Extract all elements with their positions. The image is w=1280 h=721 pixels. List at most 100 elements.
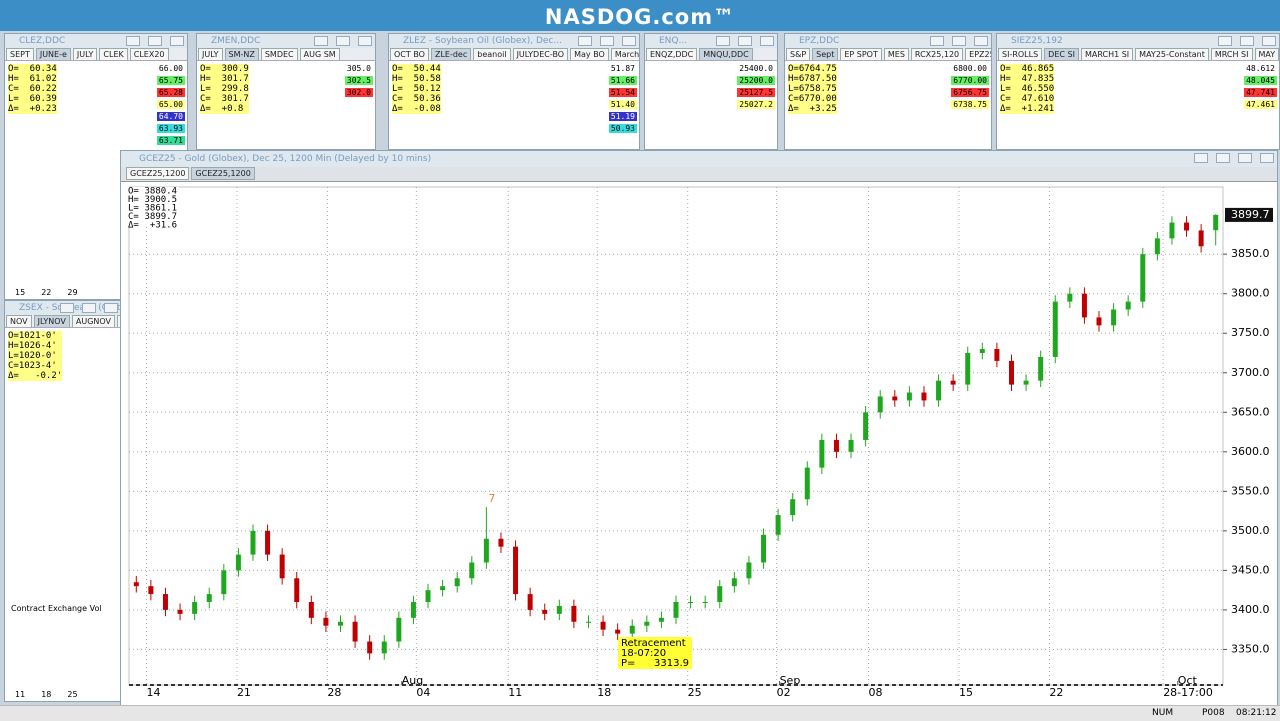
tab[interactable]: AUG SM xyxy=(299,48,340,60)
price-label: 51.54 xyxy=(608,88,637,97)
tab-row: ENQZ,DDC MNQU,DDC xyxy=(645,48,777,61)
quote-line: O= 50.44 xyxy=(392,64,441,74)
window-button[interactable] xyxy=(358,36,372,46)
window-buttons[interactable] xyxy=(52,303,118,316)
window-buttons[interactable] xyxy=(306,36,372,49)
y-tick-label: 3450.0 xyxy=(1231,563,1270,576)
tab[interactable]: beanoil xyxy=(473,48,511,60)
window-button[interactable] xyxy=(336,36,350,46)
quote-label: C= xyxy=(128,212,139,222)
quote-line: C=1023-4' xyxy=(8,361,57,371)
window-title: GCEZ25 - Gold (Globex), Dec 25, 1200 Min… xyxy=(121,151,1277,167)
tab[interactable]: NOV xyxy=(6,315,32,327)
tab[interactable]: GCEZ25,1200 xyxy=(126,167,190,180)
window-buttons[interactable] xyxy=(708,36,774,49)
candle-body xyxy=(892,396,898,401)
tab[interactable]: AUGNOV xyxy=(71,315,116,327)
candle-body xyxy=(1125,301,1131,310)
tab[interactable]: SEPT xyxy=(6,48,34,60)
candle-body xyxy=(483,538,489,563)
price-label: 51.87 xyxy=(608,64,637,73)
window-button[interactable] xyxy=(170,36,184,46)
window-button[interactable] xyxy=(126,36,140,46)
candle-body xyxy=(556,605,562,614)
window-button[interactable] xyxy=(314,36,328,46)
tab[interactable]: JULY xyxy=(72,48,98,60)
tab[interactable]: JUNE-e xyxy=(35,48,71,60)
candle-body xyxy=(965,353,971,385)
tab[interactable]: JULY xyxy=(198,48,223,60)
window-button[interactable] xyxy=(104,303,118,313)
candle-body xyxy=(162,594,168,610)
candle-body xyxy=(921,392,927,401)
tab[interactable]: OCT BO xyxy=(390,48,429,60)
window-buttons[interactable] xyxy=(922,36,988,49)
tab[interactable]: GCEZ25,1200 xyxy=(191,167,255,180)
window-button[interactable] xyxy=(952,36,966,46)
chart-panel: SIEZ25,192 SI-ROLLS DEC SI MARCH1 SI MAY25-C… xyxy=(996,33,1280,150)
tab[interactable]: S&P xyxy=(786,48,811,60)
candle-body xyxy=(1038,356,1044,381)
window-button[interactable] xyxy=(1218,36,1232,46)
tab[interactable]: MES xyxy=(883,48,909,60)
tab[interactable]: SMDEC xyxy=(260,48,298,60)
price-label: 6770.00 xyxy=(951,76,989,85)
tab[interactable]: CLEK xyxy=(99,48,128,60)
candle-body xyxy=(615,629,621,634)
tab[interactable]: JULY xyxy=(117,315,121,327)
window-buttons[interactable] xyxy=(1186,153,1274,166)
candle-body xyxy=(1184,222,1190,231)
quote-value: 3900.5 xyxy=(144,195,177,205)
tab[interactable]: March xyxy=(610,48,639,60)
tab[interactable]: SI-ROLLS xyxy=(998,48,1043,60)
quote-box: O=6764.75 H=6787.50 L=6758.75 C=6770.00 Δ= +… xyxy=(788,64,837,114)
window-button[interactable] xyxy=(600,36,614,46)
tab[interactable]: JULYDEC-BO xyxy=(512,48,569,60)
tab[interactable]: JLYNOV xyxy=(33,315,70,327)
window-buttons[interactable] xyxy=(118,36,184,49)
tab[interactable]: MARCH1 SI xyxy=(1080,48,1134,60)
window-button[interactable] xyxy=(974,36,988,46)
candle-body xyxy=(644,621,650,626)
candle-body xyxy=(323,617,329,626)
tab[interactable]: EP SPOT xyxy=(840,48,882,60)
price-label: 50.93 xyxy=(608,124,637,133)
window-button[interactable] xyxy=(760,36,774,46)
window-button[interactable] xyxy=(148,36,162,46)
tab[interactable]: MAY xyxy=(1254,48,1279,60)
candle-body xyxy=(731,578,737,587)
quote-line: Δ= +0.23 xyxy=(8,104,57,114)
tab[interactable]: ZLE-dec xyxy=(430,48,472,60)
candle-body xyxy=(936,380,942,401)
window-button[interactable] xyxy=(60,303,74,313)
candle-body xyxy=(790,499,796,516)
window-button[interactable] xyxy=(930,36,944,46)
tab[interactable]: MRCH SI xyxy=(1210,48,1253,60)
price-label: 65.00 xyxy=(156,100,185,109)
x-month-label: Aug xyxy=(402,674,423,687)
tab[interactable]: ENQZ,DDC xyxy=(646,48,698,60)
status-item: 08:21:12 xyxy=(1236,708,1277,718)
window-button[interactable] xyxy=(716,36,730,46)
window-button[interactable] xyxy=(738,36,752,46)
tab[interactable]: DEC SI xyxy=(1044,48,1079,60)
tab[interactable]: SM-NZ xyxy=(224,48,259,60)
tab[interactable]: Sept xyxy=(812,48,839,60)
window-button[interactable] xyxy=(82,303,96,313)
candle-body xyxy=(863,412,869,440)
window-button[interactable] xyxy=(1262,36,1276,46)
price-label: 51.40 xyxy=(608,100,637,109)
tab[interactable]: May BO xyxy=(570,48,609,60)
window-buttons[interactable] xyxy=(570,36,636,49)
window-button[interactable] xyxy=(622,36,636,46)
tab[interactable]: EPZ25,D xyxy=(965,48,991,60)
window-buttons[interactable] xyxy=(1210,36,1276,49)
tab[interactable]: MAY25-Constant xyxy=(1135,48,1209,60)
x-month-label: Sep xyxy=(780,674,801,687)
window-button[interactable] xyxy=(578,36,592,46)
tab[interactable]: RCX25,120 xyxy=(910,48,964,60)
tab[interactable]: CLEX20 xyxy=(129,48,169,60)
window-button[interactable] xyxy=(1240,36,1254,46)
price-label: 47.461 xyxy=(1244,100,1277,109)
tab[interactable]: MNQU,DDC xyxy=(699,48,753,60)
